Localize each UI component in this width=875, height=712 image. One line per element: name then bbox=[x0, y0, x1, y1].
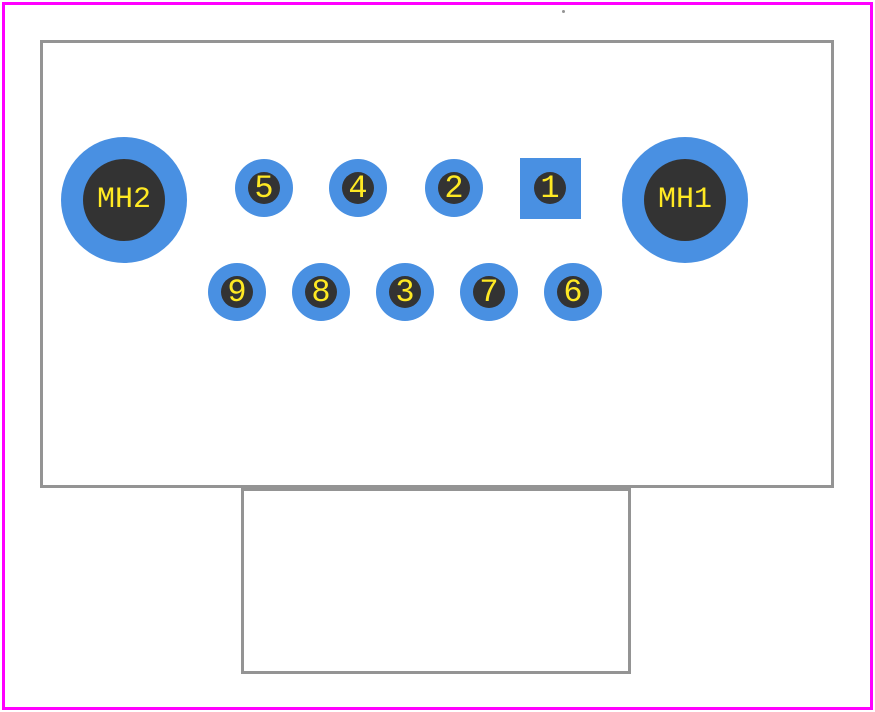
pin-8: 8 bbox=[292, 263, 350, 321]
pin-3: 3 bbox=[376, 263, 434, 321]
pin-7: 7 bbox=[460, 263, 518, 321]
pin-9-label: 9 bbox=[227, 274, 246, 311]
pin-5: 5 bbox=[235, 159, 293, 217]
pin-6-label: 6 bbox=[563, 274, 582, 311]
mh1-label: MH1 bbox=[658, 183, 712, 217]
pin-6: 6 bbox=[544, 263, 602, 321]
pin-1-label: 1 bbox=[540, 170, 559, 207]
pin-9: 9 bbox=[208, 263, 266, 321]
mounting-hole-mh2: MH2 bbox=[61, 137, 187, 263]
mh2-label: MH2 bbox=[97, 183, 151, 217]
pin-2-label: 2 bbox=[444, 170, 463, 207]
pin-2: 2 bbox=[425, 159, 483, 217]
pin-7-label: 7 bbox=[479, 274, 498, 311]
pin-4-label: 4 bbox=[348, 170, 367, 207]
pin-8-label: 8 bbox=[311, 274, 330, 311]
pin-5-label: 5 bbox=[254, 170, 273, 207]
body-outline-top bbox=[40, 40, 834, 488]
pin-1: 1 bbox=[520, 158, 581, 219]
origin-marker bbox=[562, 10, 565, 13]
pin-3-label: 3 bbox=[395, 274, 414, 311]
body-outline-bottom bbox=[241, 488, 631, 674]
mounting-hole-mh1: MH1 bbox=[622, 137, 748, 263]
pin-4: 4 bbox=[329, 159, 387, 217]
